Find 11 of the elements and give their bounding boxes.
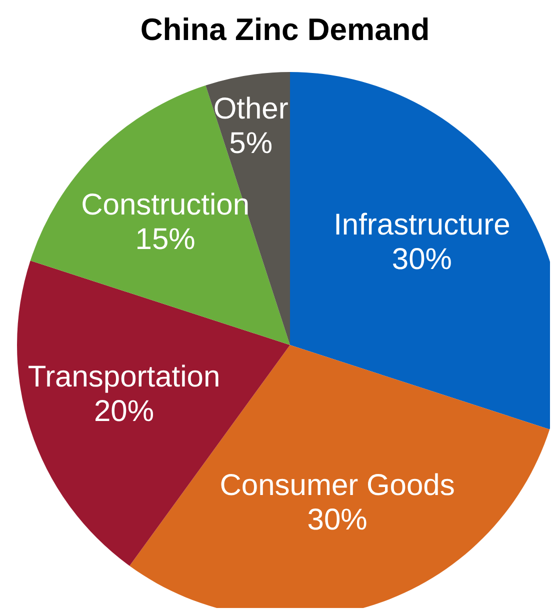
data-label: 5%: [229, 126, 273, 160]
slice-label: Transportation: [28, 360, 220, 394]
data-label: 30%: [307, 503, 368, 536]
slice-label: Construction: [81, 188, 250, 222]
slice-label: Consumer Goods: [220, 468, 455, 502]
data-label: 15%: [135, 222, 196, 256]
data-label: 20%: [94, 394, 154, 428]
slice-label: Other: [213, 92, 288, 126]
data-label: 30%: [392, 243, 452, 276]
chart-title: China Zinc Demand: [140, 12, 430, 47]
slice-label: Infrastructure: [334, 208, 510, 242]
